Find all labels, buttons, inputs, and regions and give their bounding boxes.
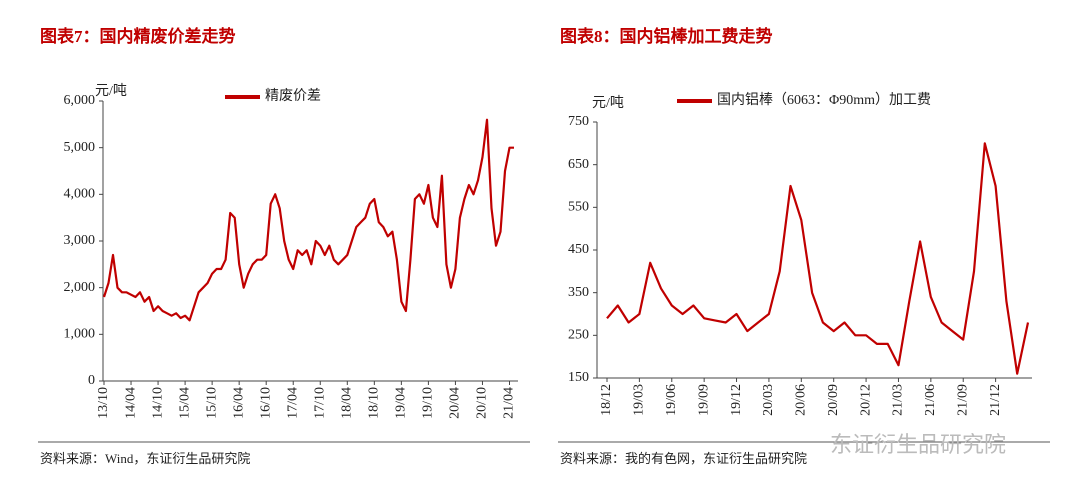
chart-title: 图表8：国内铝棒加工费走势: [560, 26, 773, 46]
y-tick-label: 150: [568, 370, 589, 385]
y-tick-label: 350: [568, 285, 589, 300]
x-tick-label: 19/04: [394, 387, 409, 419]
y-tick-label: 550: [568, 200, 589, 215]
x-tick-label: 16/10: [258, 387, 273, 419]
x-tick-label: 21/04: [502, 387, 517, 419]
x-tick-label: 17/04: [285, 387, 300, 419]
x-tick-label: 20/12: [858, 384, 873, 416]
x-tick-label: 18/04: [340, 387, 355, 419]
x-tick-label: 19/12: [729, 384, 744, 416]
x-tick-label: 19/03: [632, 384, 647, 416]
y-tick-label: 2,000: [64, 280, 96, 295]
x-tick-label: 21/03: [891, 384, 906, 416]
x-tick-label: 18/12: [599, 384, 614, 416]
x-tick-label: 21/06: [923, 384, 938, 416]
y-tick-label: 750: [568, 114, 589, 129]
x-tick-label: 20/04: [448, 387, 463, 419]
y-tick-label: 4,000: [64, 187, 96, 202]
watermark: 东证衍生品研究院: [830, 433, 1006, 458]
y-tick-label: 1,000: [64, 327, 96, 342]
x-tick-label: 19/06: [664, 384, 679, 416]
x-tick-label: 15/10: [204, 387, 219, 419]
x-tick-label: 14/04: [123, 387, 138, 419]
x-tick-label: 19/10: [421, 387, 436, 419]
y-tick-label: 5,000: [64, 140, 96, 155]
x-tick-label: 21/12: [988, 384, 1003, 416]
legend-label: 国内铝棒（6063：Φ90mm）加工费: [717, 92, 931, 108]
x-tick-label: 18/10: [367, 387, 382, 419]
x-tick-label: 14/10: [150, 387, 165, 419]
y-tick-label: 6,000: [64, 93, 96, 108]
x-tick-label: 20/03: [761, 384, 776, 416]
y-axis-label: 元/吨: [592, 95, 624, 111]
x-tick-label: 17/10: [312, 387, 327, 419]
x-tick-label: 13/10: [96, 387, 111, 419]
x-tick-label: 20/10: [475, 387, 490, 419]
chart-title: 图表7：国内精废价差走势: [40, 26, 236, 46]
y-tick-label: 650: [568, 157, 589, 172]
legend-label: 精废价差: [265, 88, 321, 104]
y-tick-label: 450: [568, 242, 589, 257]
y-axis-label: 元/吨: [95, 83, 127, 99]
source-note: 资料来源：Wind，东证衍生品研究院: [40, 451, 250, 466]
x-tick-label: 15/04: [177, 387, 192, 419]
data-line: [102, 118, 514, 322]
x-tick-label: 20/06: [794, 384, 809, 416]
y-tick-label: 0: [88, 373, 95, 388]
x-tick-label: 16/04: [231, 387, 246, 419]
x-tick-label: 19/09: [696, 384, 711, 416]
y-tick-label: 250: [568, 328, 589, 343]
y-tick-label: 3,000: [64, 233, 96, 248]
x-tick-label: 21/09: [955, 384, 970, 416]
data-line: [606, 142, 1030, 375]
x-tick-label: 20/09: [826, 384, 841, 416]
source-note: 资料来源：我的有色网，东证衍生品研究院: [560, 451, 807, 466]
